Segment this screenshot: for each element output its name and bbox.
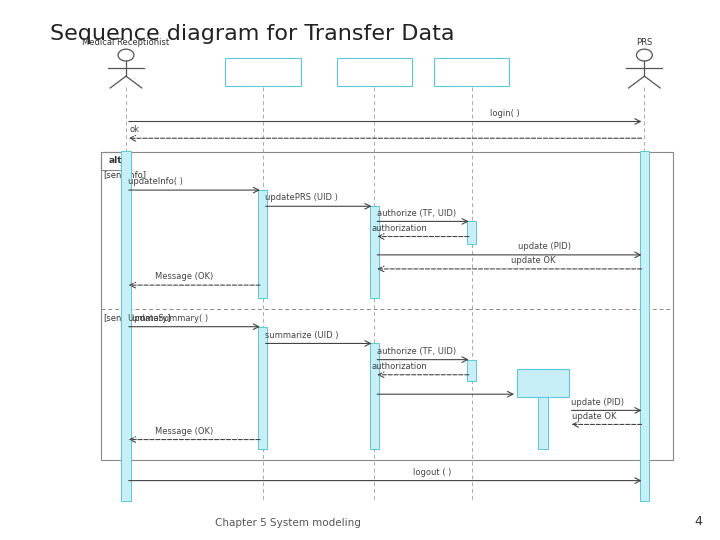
Bar	[370, 343, 379, 449]
Bar	[640, 151, 649, 501]
Bar	[258, 327, 268, 449]
Text: logout ( ): logout ( )	[413, 468, 451, 477]
Text: PRS: PRS	[636, 38, 652, 47]
Text: Message (OK): Message (OK)	[155, 427, 213, 436]
Text: Chapter 5 System modeling: Chapter 5 System modeling	[215, 518, 361, 528]
Bar	[121, 151, 131, 501]
Text: P: PatientInfo: P: PatientInfo	[238, 68, 288, 77]
Text: Medical Receptionist: Medical Receptionist	[82, 38, 170, 47]
Text: login( ): login( )	[490, 109, 519, 118]
Text: authorize (TF, UID): authorize (TF, UID)	[377, 347, 456, 356]
Bar	[258, 190, 268, 298]
Bar	[517, 369, 569, 397]
Text: summarize (UID ): summarize (UID )	[265, 330, 338, 340]
Text: [sendSummary]: [sendSummary]	[103, 314, 171, 323]
Bar	[433, 58, 510, 86]
Text: update OK: update OK	[511, 256, 556, 265]
Bar	[539, 397, 548, 449]
Bar	[225, 58, 301, 86]
Bar	[467, 360, 477, 381]
Text: [sendInfo]: [sendInfo]	[103, 170, 146, 179]
Text: UpdateSummary( ): UpdateSummary( )	[128, 314, 208, 323]
Text: updateInfo( ): updateInfo( )	[128, 177, 183, 186]
Bar	[101, 152, 131, 170]
Bar	[337, 58, 413, 86]
Text: Message (OK): Message (OK)	[155, 272, 213, 281]
Text: alt: alt	[109, 157, 122, 165]
Text: 4: 4	[694, 515, 702, 528]
Text: update (PID): update (PID)	[518, 242, 572, 251]
Text: update OK: update OK	[572, 411, 617, 421]
Text: update (PID): update (PID)	[571, 397, 624, 407]
Text: authorization: authorization	[372, 362, 428, 371]
Text: Sequence diagram for Transfer Data: Sequence diagram for Transfer Data	[50, 24, 455, 44]
Text: updatePRS (UID ): updatePRS (UID )	[265, 193, 338, 202]
Bar	[101, 152, 673, 460]
Text: ok: ok	[130, 125, 140, 134]
Bar	[467, 221, 477, 244]
Bar	[370, 206, 379, 298]
Text: authorization: authorization	[372, 224, 428, 233]
Text: AS: Authorization: AS: Authorization	[438, 68, 505, 77]
Text: D: MHCPMS-DB: D: MHCPMS-DB	[346, 68, 403, 77]
Text: : summary: : summary	[523, 379, 563, 387]
Text: authorize (TF, UID): authorize (TF, UID)	[377, 208, 456, 218]
